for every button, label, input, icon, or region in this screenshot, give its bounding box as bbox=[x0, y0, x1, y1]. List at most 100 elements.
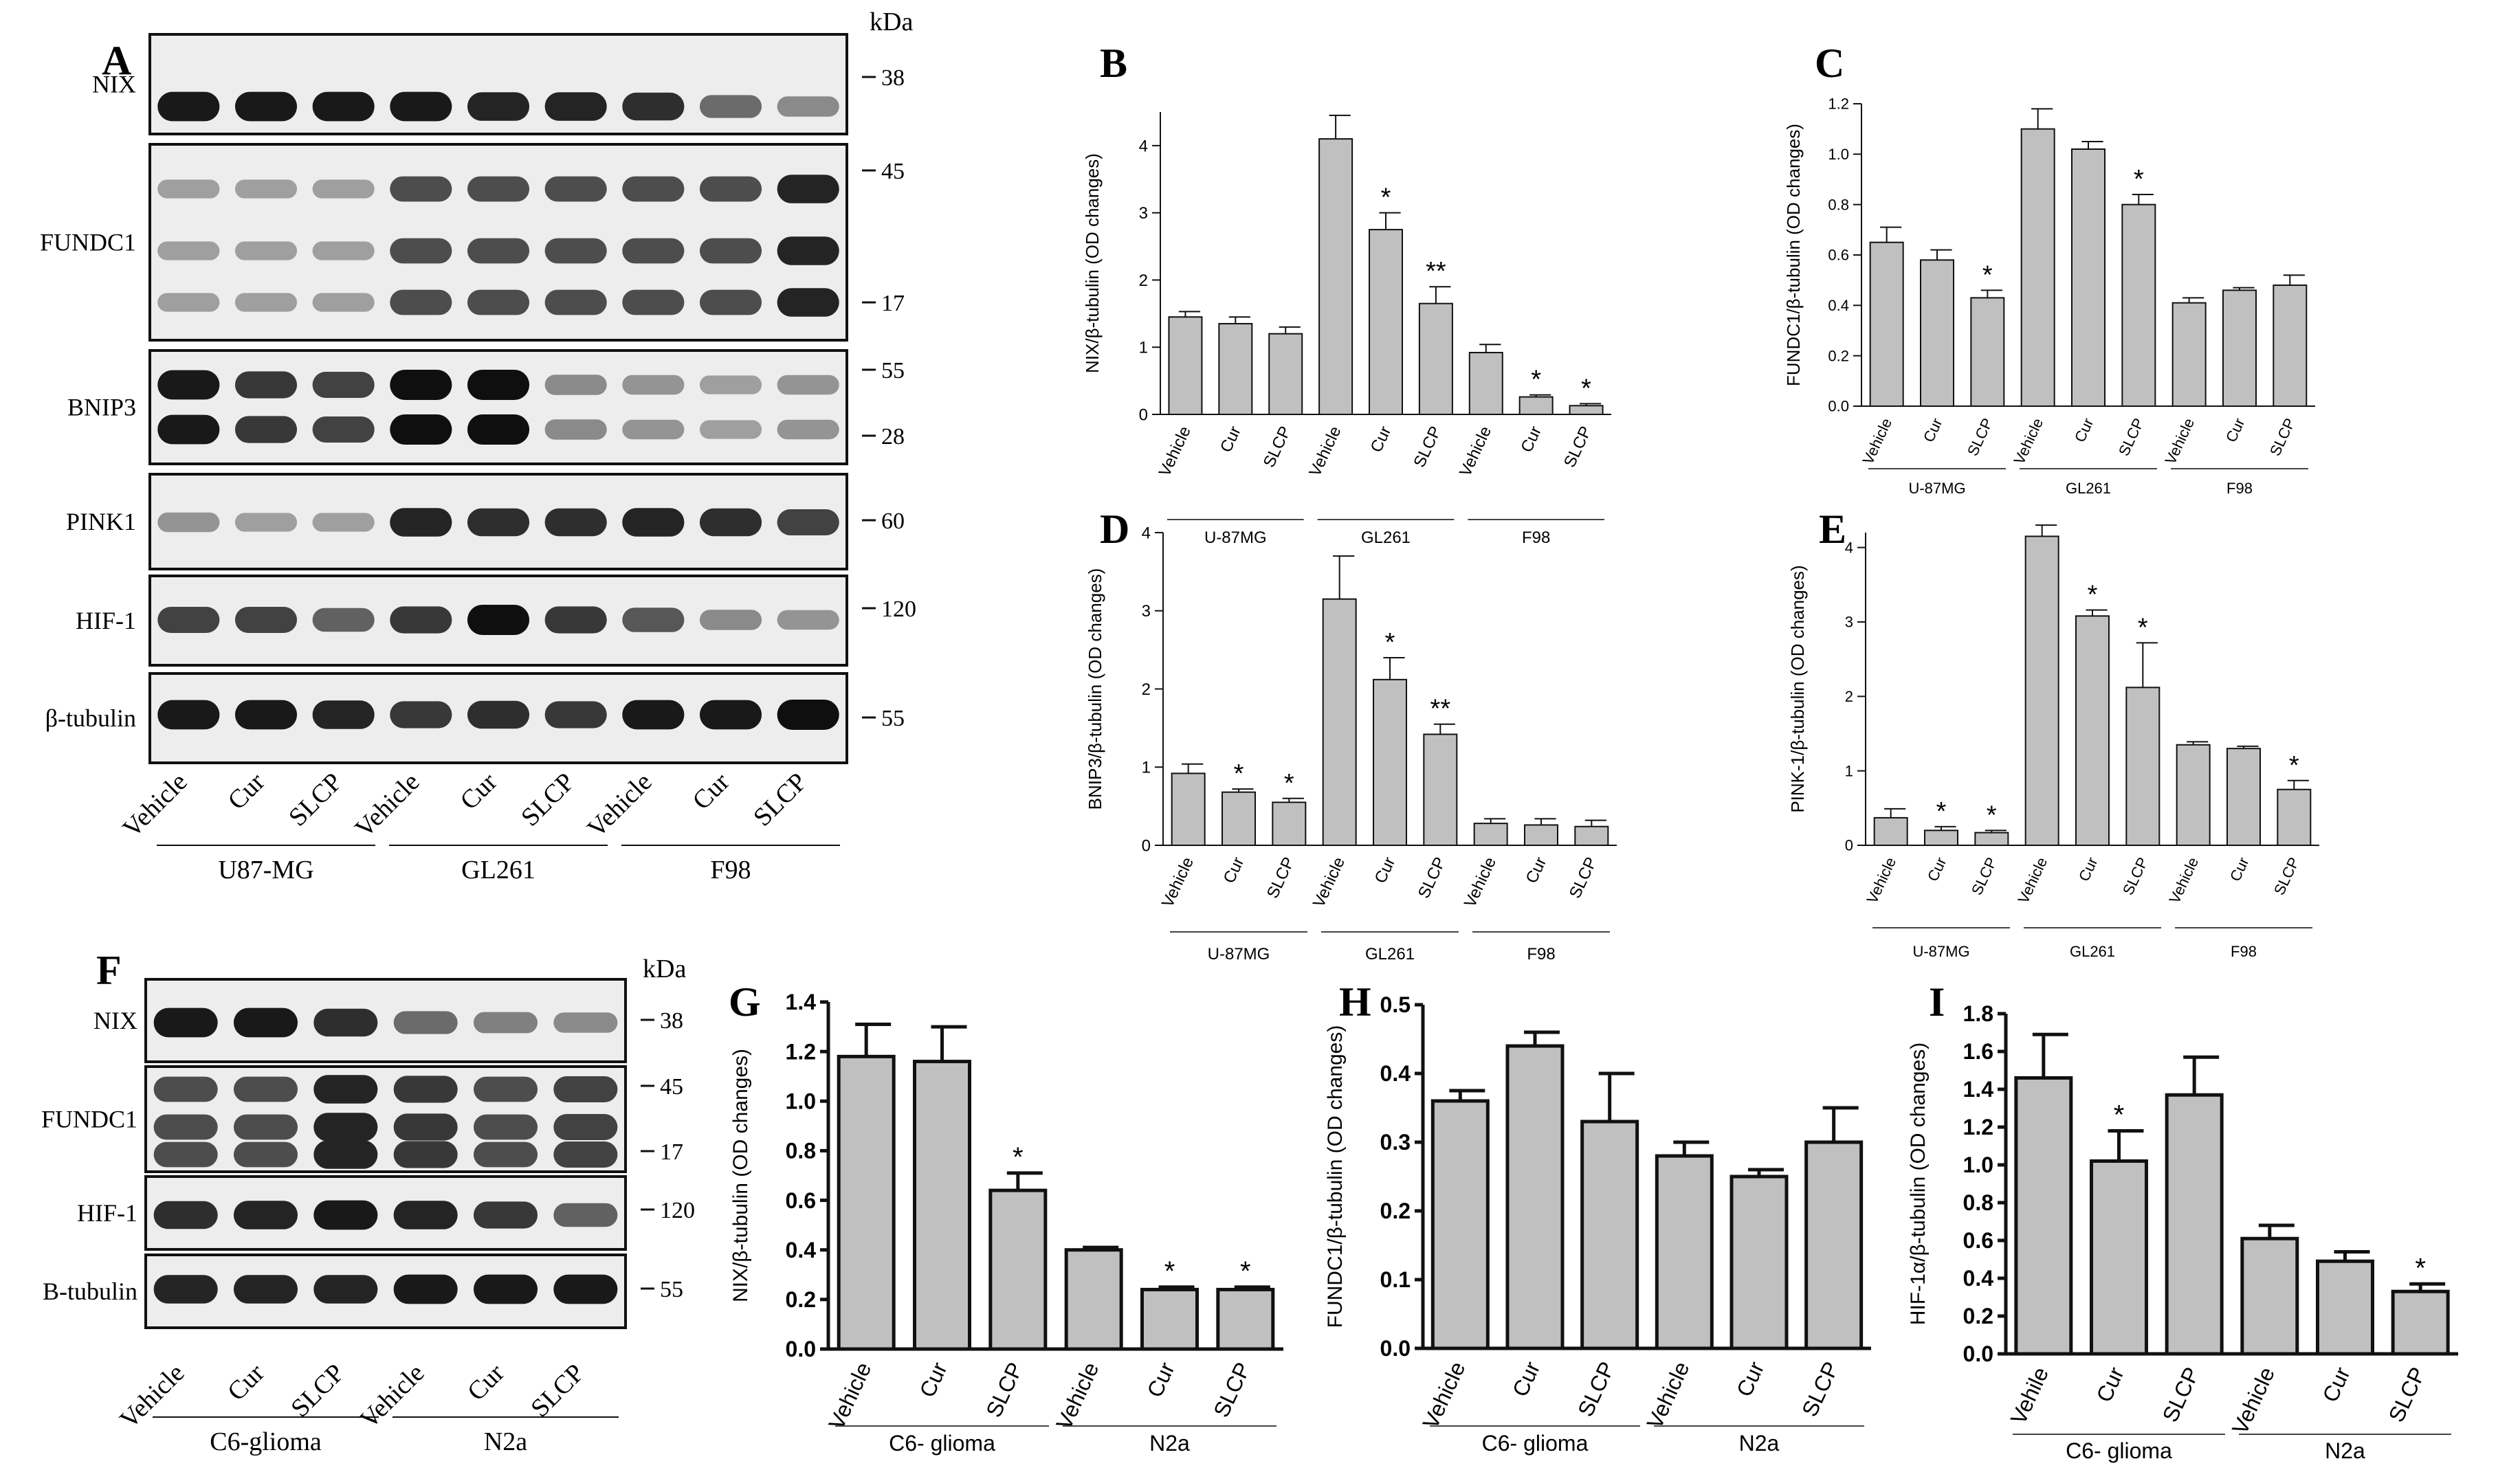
panel-letter: C bbox=[1815, 41, 1844, 86]
y-tick-label: 0.1 bbox=[1380, 1267, 1411, 1292]
x-tick-label: SLCP bbox=[1566, 854, 1601, 901]
protein-band bbox=[153, 1142, 218, 1168]
bar bbox=[1524, 824, 1558, 847]
y-tick-label: 2 bbox=[1139, 271, 1148, 290]
bar bbox=[988, 1188, 1048, 1351]
y-tick-label: 0.2 bbox=[786, 1287, 816, 1312]
protein-band bbox=[157, 293, 220, 312]
bar bbox=[1580, 1120, 1639, 1350]
y-tick-label: 0.2 bbox=[1380, 1199, 1411, 1223]
x-tick-label: SLCP bbox=[1573, 1358, 1620, 1421]
bar bbox=[2391, 1289, 2450, 1356]
x-tick-label: Cur bbox=[2075, 855, 2101, 884]
y-tick-label: 1.8 bbox=[1963, 1001, 1993, 1026]
group-label: GL261 bbox=[1361, 528, 1411, 547]
x-tick-label: SLCP bbox=[1560, 423, 1595, 470]
protein-band bbox=[157, 91, 220, 122]
group-label: F98 bbox=[1522, 528, 1550, 547]
significance-marker: * bbox=[2138, 613, 2148, 642]
protein-label: β-tubulin bbox=[45, 704, 136, 732]
lane-label: Vehicle bbox=[114, 1359, 190, 1434]
protein-band bbox=[157, 414, 220, 445]
protein-band bbox=[234, 513, 298, 532]
significance-marker: * bbox=[1385, 628, 1395, 657]
y-tick-label: 1.0 bbox=[1828, 146, 1849, 163]
x-tick-label: Vehicle bbox=[1309, 854, 1349, 911]
protein-band bbox=[473, 1201, 538, 1229]
bar bbox=[1729, 1174, 1789, 1350]
protein-band bbox=[153, 1201, 218, 1229]
protein-band bbox=[544, 92, 607, 121]
bar bbox=[1373, 678, 1407, 846]
protein-band bbox=[473, 1012, 538, 1034]
protein-band bbox=[393, 1201, 458, 1229]
y-tick-label: 1.6 bbox=[1963, 1039, 1993, 1064]
bar bbox=[1569, 405, 1604, 415]
panel-letter: B bbox=[1100, 41, 1127, 86]
x-tick-label: Vehicle bbox=[2015, 855, 2051, 906]
protein-band bbox=[544, 606, 607, 634]
blot-membrane bbox=[144, 1065, 627, 1173]
panel-letter: A bbox=[102, 38, 131, 83]
y-tick-label: 0.8 bbox=[1963, 1190, 1993, 1215]
protein-band bbox=[553, 1076, 618, 1102]
protein-band bbox=[234, 179, 298, 199]
group-label: N2a bbox=[2325, 1438, 2365, 1463]
panel-letter: G bbox=[729, 979, 761, 1025]
protein-band bbox=[312, 700, 375, 729]
x-tick-label: Cur bbox=[914, 1358, 952, 1401]
group-label: GL261 bbox=[2066, 480, 2111, 497]
chart-B: B 0 1 2 3 4 NIX/β-tubulin (OD changes) Vehicle C… bbox=[1082, 41, 1611, 547]
significance-marker: * bbox=[1164, 1256, 1175, 1287]
protein-band bbox=[390, 176, 452, 202]
protein-band bbox=[157, 179, 220, 199]
y-tick-label: 0.6 bbox=[786, 1188, 816, 1213]
protein-band bbox=[467, 700, 530, 729]
panel-letter: D bbox=[1100, 506, 1129, 552]
lane-label: Vehicle bbox=[354, 1359, 430, 1434]
protein-band bbox=[312, 416, 375, 443]
bar bbox=[2171, 302, 2207, 407]
protein-band bbox=[544, 238, 607, 264]
protein-band bbox=[467, 370, 530, 400]
panel-letter: H bbox=[1339, 979, 1371, 1025]
protein-band bbox=[157, 700, 220, 730]
panel-letter: F bbox=[96, 948, 122, 993]
kda-marker: 17 bbox=[660, 1139, 683, 1165]
protein-band bbox=[777, 700, 839, 730]
y-tick-label: 0.0 bbox=[1380, 1336, 1411, 1361]
protein-band bbox=[777, 419, 839, 440]
significance-marker: ** bbox=[1426, 257, 1446, 286]
y-tick-label: 0.4 bbox=[1828, 297, 1849, 314]
y-tick-label: 2 bbox=[1845, 688, 1853, 705]
group-label: GL261 bbox=[1365, 945, 1415, 964]
bar bbox=[1574, 825, 1609, 846]
protein-band bbox=[777, 236, 839, 265]
bar bbox=[1518, 396, 1554, 415]
kda-marker: 28 bbox=[881, 424, 905, 449]
x-tick-label: Cur bbox=[1920, 416, 1946, 445]
blot-membrane bbox=[144, 1175, 627, 1251]
protein-band bbox=[233, 1076, 298, 1102]
y-tick-label: 0.4 bbox=[1380, 1061, 1411, 1086]
protein-band bbox=[234, 607, 298, 633]
protein-band bbox=[157, 370, 220, 400]
x-tick-label: SLCP bbox=[1964, 416, 1996, 459]
x-tick-label: Cur bbox=[1517, 423, 1545, 455]
protein-band bbox=[393, 1141, 458, 1168]
protein-band bbox=[622, 700, 685, 730]
bar bbox=[1268, 333, 1303, 415]
lane-label: SLCP bbox=[516, 768, 580, 832]
protein-band bbox=[393, 1076, 458, 1103]
x-tick-label: Vehicle bbox=[2011, 416, 2047, 467]
y-tick-label: 0.6 bbox=[1828, 247, 1849, 264]
y-axis-label: FUNDC1/β-tubulin (OD changes) bbox=[1783, 124, 1804, 386]
bar bbox=[1272, 801, 1307, 846]
protein-band bbox=[544, 375, 607, 395]
x-tick-label: SLCP bbox=[1260, 423, 1295, 470]
y-tick-label: 0.0 bbox=[1828, 398, 1849, 415]
kda-label: kDa bbox=[870, 8, 913, 36]
protein-label: B-tubulin bbox=[43, 1278, 137, 1305]
x-tick-label: Vehicle bbox=[1461, 854, 1500, 911]
